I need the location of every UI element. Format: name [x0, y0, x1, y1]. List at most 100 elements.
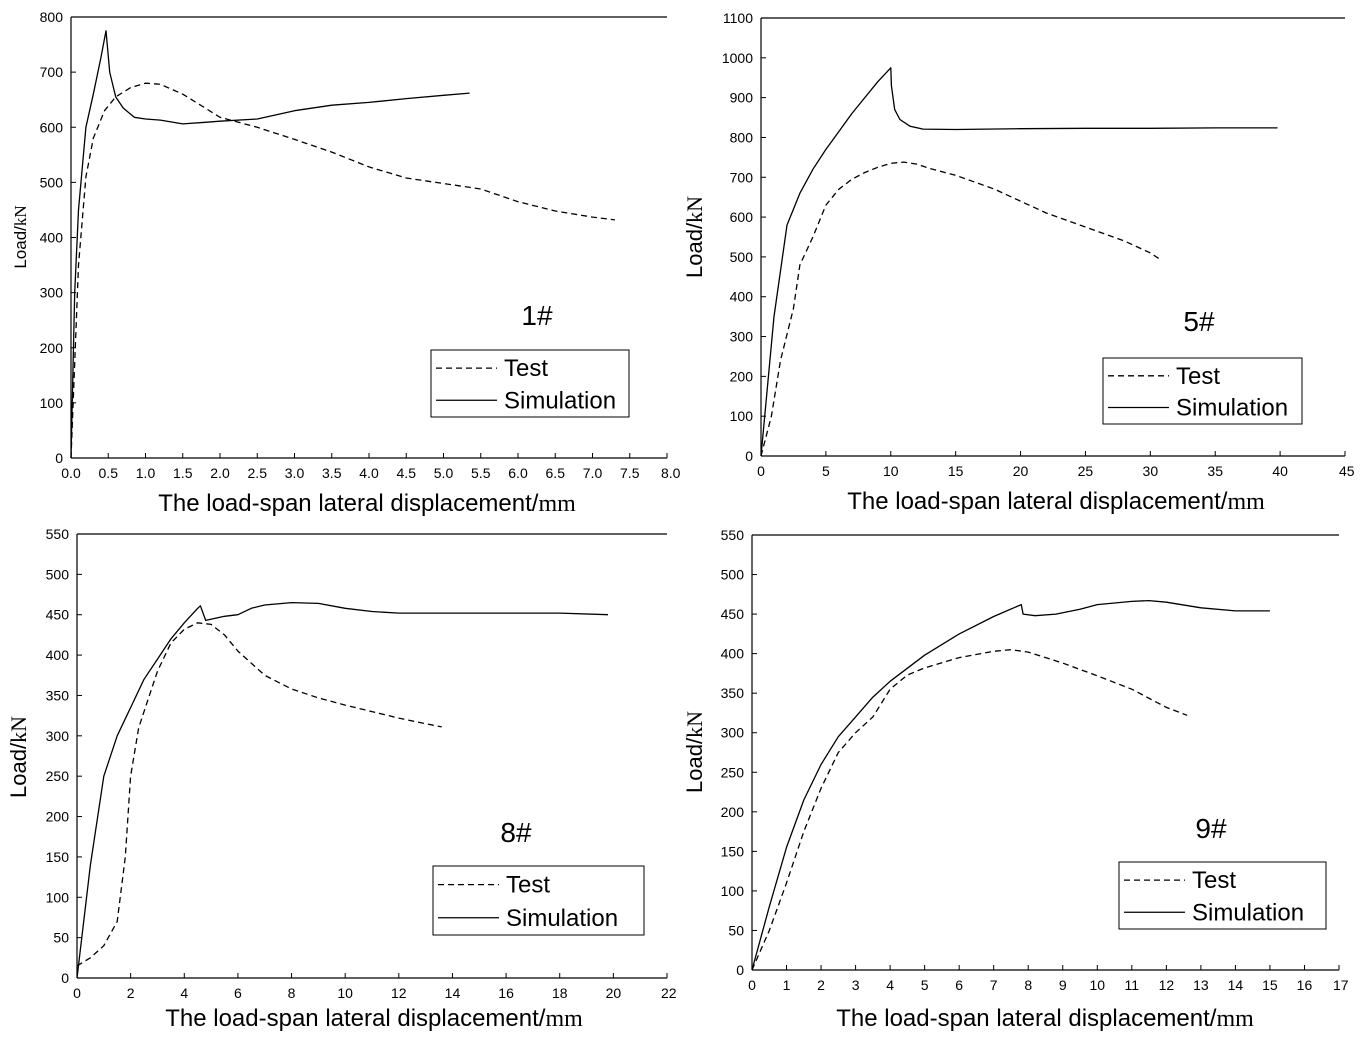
chart3-x-axis-label: The load-span lateral displacement/mm — [165, 1005, 583, 1032]
chart2-x-tick-label: 35 — [1207, 463, 1223, 479]
chart1-x-tick-label: 4.5 — [397, 465, 417, 481]
chart2-x-tick-label: 25 — [1078, 463, 1094, 479]
chart3-y-tick-label: 250 — [46, 768, 70, 784]
chart1-y-tick-label: 500 — [40, 174, 64, 190]
chart1-y-tick-label: 300 — [40, 285, 64, 301]
chart2-y-axis-label: Load/kN — [682, 196, 707, 278]
chart1-series-simulation — [70, 30, 470, 459]
chart4-y-tick-label: 50 — [728, 922, 744, 938]
chart4-x-tick-label: 8 — [1024, 977, 1032, 993]
chart4-x-axis-label: The load-span lateral displacement/mm — [836, 1005, 1254, 1032]
chart1-legend — [430, 349, 630, 418]
chart4-legend-label-simulation: Simulation — [1192, 899, 1304, 926]
chart3-y-tick-label: 450 — [46, 607, 70, 623]
chart4-y-tick-label: 350 — [721, 685, 745, 701]
chart2-x-tick-label: 45 — [1339, 463, 1355, 479]
chart3-x-tick-label: 14 — [445, 985, 461, 1001]
chart2-x-tick-label: 10 — [883, 463, 899, 479]
chart4-y-tick-label: 150 — [721, 843, 745, 859]
chart3-y-tick-label: 200 — [46, 809, 70, 825]
chart1-y-tick-label: 400 — [40, 230, 64, 246]
chart3-y-tick-label: 0 — [61, 970, 69, 986]
chart1-legend-label-simulation: Simulation — [504, 387, 616, 414]
chart3-x-tick-label: 0 — [73, 985, 81, 1001]
chart2-x-tick-label: 0 — [757, 463, 765, 479]
chart4-x-tick-label: 9 — [1059, 977, 1067, 993]
chart1-x-tick-label: 6.0 — [508, 465, 528, 481]
chart3-y-axis-label: Load/kN — [6, 716, 31, 798]
chart4-legend-label-test: Test — [1192, 867, 1236, 894]
chart1-x-tick-label: 4.0 — [359, 465, 379, 481]
chart4-x-tick-label: 2 — [817, 977, 825, 993]
chart3-x-tick-label: 18 — [552, 985, 568, 1001]
chart2-y-tick-label: 100 — [730, 408, 754, 424]
chart1-x-tick-label: 8.0 — [661, 465, 681, 481]
chart2-legend — [1102, 357, 1303, 425]
chart3-y-tick-label: 100 — [46, 889, 70, 905]
chart2-panel-label: 5# — [1183, 306, 1215, 337]
chart4-x-tick-label: 13 — [1193, 977, 1209, 993]
chart2-x-axis-label: The load-span lateral displacement/mm — [847, 488, 1265, 515]
chart1-x-axis-label: The load-span lateral displacement/mm — [158, 490, 576, 517]
chart2-x-tick-label: 20 — [1013, 463, 1029, 479]
chart3-x-tick-label: 22 — [661, 985, 677, 1001]
chart3-panel-label: 8# — [500, 817, 532, 848]
chart1-x-tick-label: 0.5 — [99, 465, 119, 481]
chart4-x-tick-label: 3 — [852, 977, 860, 993]
chart3-x-tick-label: 2 — [127, 985, 135, 1001]
chart4-x-tick-label: 17 — [1333, 977, 1349, 993]
chart2-y-tick-label: 400 — [730, 289, 754, 305]
chart2-series-simulation — [760, 67, 1278, 457]
chart4-y-tick-label: 100 — [721, 883, 745, 899]
chart3-legend — [432, 865, 645, 936]
chart4-y-tick-label: 300 — [721, 725, 745, 741]
chart2-y-tick-label: 700 — [730, 169, 754, 185]
chart4-y-tick-label: 550 — [721, 527, 745, 543]
chart1-x-tick-label: 0.0 — [61, 465, 81, 481]
chart1-x-tick-label: 3.0 — [285, 465, 305, 481]
chart2-y-tick-label: 500 — [730, 249, 754, 265]
chart3-x-tick-label: 8 — [288, 985, 296, 1001]
chart3-y-tick-label: 400 — [46, 647, 70, 663]
chart1-panel-label: 1# — [521, 300, 553, 331]
chart2-x-tick-label: 40 — [1272, 463, 1288, 479]
chart3-series-simulation — [76, 601, 609, 979]
chart1-x-tick-label: 1.0 — [136, 465, 156, 481]
chart4-x-tick-label: 12 — [1159, 977, 1175, 993]
chart3-y-tick-label: 350 — [46, 687, 70, 703]
chart4-x-tick-label: 6 — [955, 977, 963, 993]
chart2-y-tick-label: 600 — [730, 209, 754, 225]
chart4-y-tick-label: 400 — [721, 646, 745, 662]
chart3-x-tick-label: 20 — [606, 985, 622, 1001]
chart4-series-simulation — [751, 599, 1270, 971]
chart3-legend-label-test: Test — [506, 872, 550, 899]
chart2-y-tick-label: 1100 — [723, 10, 753, 26]
chart4-x-tick-label: 15 — [1262, 977, 1278, 993]
chart1-x-tick-label: 2.0 — [210, 465, 230, 481]
chart4-x-tick-label: 5 — [921, 977, 929, 993]
chart4-x-tick-label: 16 — [1297, 977, 1313, 993]
chart2-x-tick-label: 5 — [822, 463, 830, 479]
chart2-series-test — [760, 161, 1160, 457]
chart1-series-test — [70, 82, 615, 459]
chart2-y-tick-label: 300 — [730, 329, 754, 345]
chart4-x-tick-label: 11 — [1125, 977, 1140, 993]
chart2-x-tick-label: 15 — [948, 463, 964, 479]
chart2-y-tick-label: 200 — [730, 368, 754, 384]
chart3-x-tick-label: 16 — [498, 985, 514, 1001]
chart4-series-test — [751, 649, 1188, 971]
chart4-y-tick-label: 200 — [721, 804, 745, 820]
chart4-x-tick-label: 4 — [886, 977, 894, 993]
chart1-x-tick-label: 2.5 — [248, 465, 268, 481]
chart3-y-tick-label: 50 — [53, 930, 69, 946]
chart3-y-tick-label: 550 — [46, 526, 70, 542]
chart4-legend — [1118, 861, 1327, 930]
chart2-y-tick-label: 1000 — [722, 50, 753, 66]
chart1-x-tick-label: 6.5 — [546, 465, 566, 481]
chart1-y-tick-label: 800 — [40, 9, 64, 25]
chart3-x-tick-label: 12 — [391, 985, 407, 1001]
chart1-y-axis-label: Load/kN — [11, 205, 30, 268]
chart1-x-tick-label: 7.5 — [620, 465, 640, 481]
chart2-y-tick-label: 800 — [730, 129, 754, 145]
